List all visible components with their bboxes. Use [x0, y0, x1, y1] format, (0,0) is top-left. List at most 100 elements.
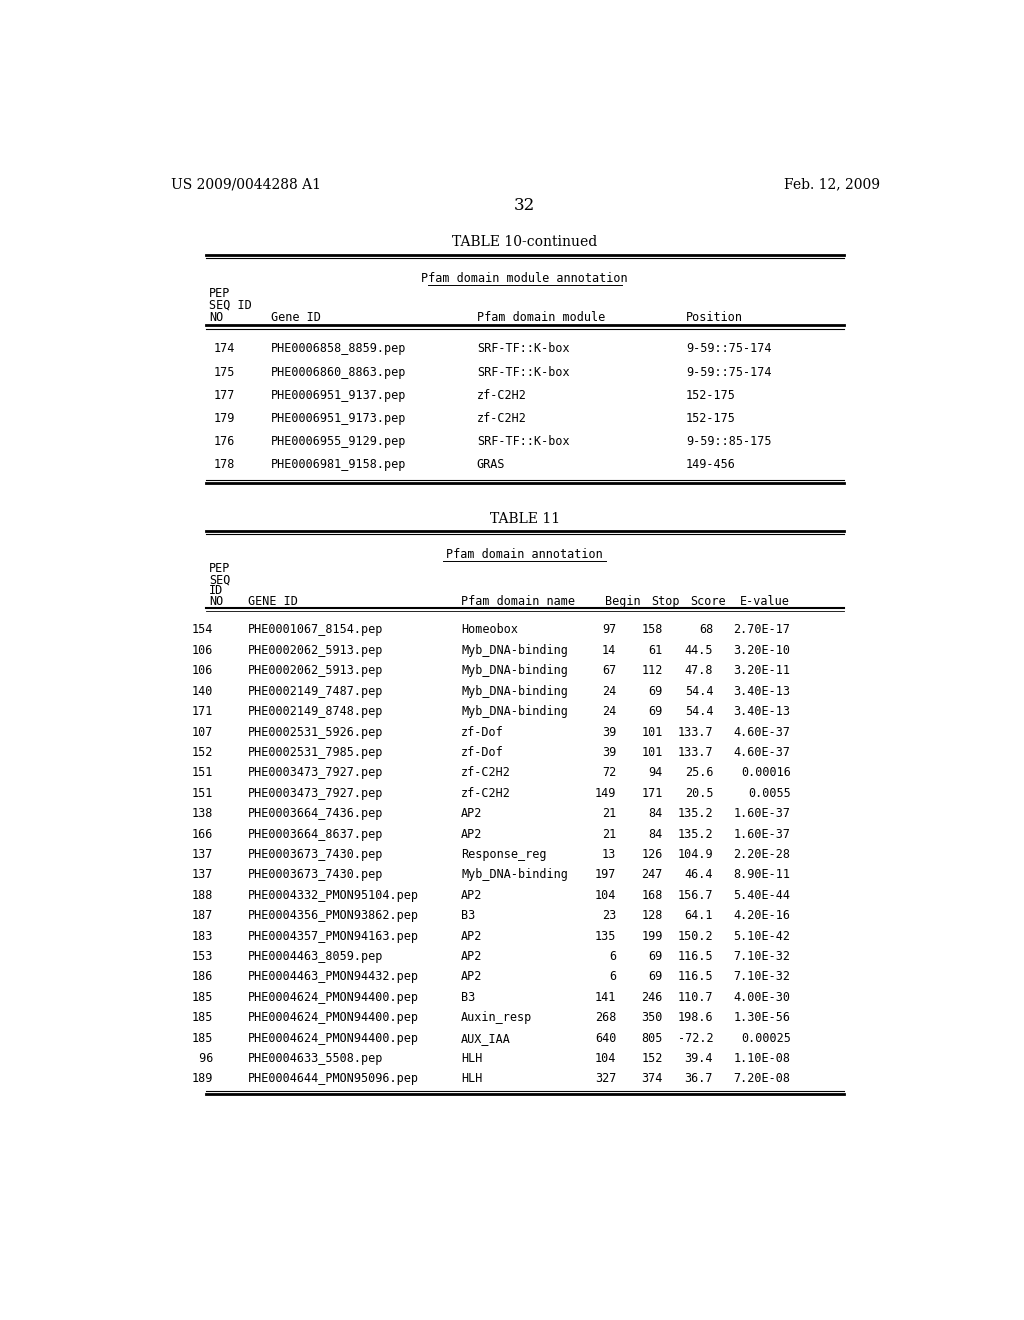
Text: HLH: HLH [461, 1052, 482, 1065]
Text: zf-Dof: zf-Dof [461, 726, 504, 738]
Text: 3.40E-13: 3.40E-13 [733, 705, 791, 718]
Text: 1.30E-56: 1.30E-56 [733, 1011, 791, 1024]
Text: 187: 187 [191, 909, 213, 923]
Text: 1.60E-37: 1.60E-37 [733, 828, 791, 841]
Text: 185: 185 [191, 991, 213, 1003]
Text: 2.20E-28: 2.20E-28 [733, 847, 791, 861]
Text: 7.20E-08: 7.20E-08 [733, 1072, 791, 1085]
Text: 152-175: 152-175 [686, 412, 736, 425]
Text: 1.10E-08: 1.10E-08 [733, 1052, 791, 1065]
Text: 36.7: 36.7 [685, 1072, 713, 1085]
Text: PHE0004624_PMON94400.pep: PHE0004624_PMON94400.pep [248, 1032, 419, 1044]
Text: AP2: AP2 [461, 970, 482, 983]
Text: 0.00016: 0.00016 [740, 767, 791, 779]
Text: 5.40E-44: 5.40E-44 [733, 888, 791, 902]
Text: 101: 101 [641, 746, 663, 759]
Text: 4.60E-37: 4.60E-37 [733, 726, 791, 738]
Text: 154: 154 [191, 623, 213, 636]
Text: 3.40E-13: 3.40E-13 [733, 685, 791, 698]
Text: Pfam domain name: Pfam domain name [461, 595, 575, 609]
Text: 4.60E-37: 4.60E-37 [733, 746, 791, 759]
Text: 6: 6 [609, 970, 616, 983]
Text: 84: 84 [648, 828, 663, 841]
Text: 197: 197 [595, 869, 616, 882]
Text: PHE0006981_9158.pep: PHE0006981_9158.pep [271, 458, 407, 471]
Text: 1.60E-37: 1.60E-37 [733, 807, 791, 820]
Text: 54.4: 54.4 [685, 705, 713, 718]
Text: 14: 14 [602, 644, 616, 657]
Text: -72.2: -72.2 [678, 1032, 713, 1044]
Text: PHE0006955_9129.pep: PHE0006955_9129.pep [271, 434, 407, 447]
Text: 69: 69 [648, 950, 663, 964]
Text: 69: 69 [648, 705, 663, 718]
Text: 39.4: 39.4 [685, 1052, 713, 1065]
Text: 153: 153 [191, 950, 213, 964]
Text: 168: 168 [641, 888, 663, 902]
Text: 158: 158 [641, 623, 663, 636]
Text: PHE0006860_8863.pep: PHE0006860_8863.pep [271, 366, 407, 379]
Text: Myb_DNA-binding: Myb_DNA-binding [461, 705, 568, 718]
Text: 32: 32 [514, 197, 536, 214]
Text: PHE0006951_9173.pep: PHE0006951_9173.pep [271, 412, 407, 425]
Text: PHE0004644_PMON95096.pep: PHE0004644_PMON95096.pep [248, 1072, 419, 1085]
Text: 94: 94 [648, 767, 663, 779]
Text: 3.20E-11: 3.20E-11 [733, 664, 791, 677]
Text: AP2: AP2 [461, 807, 482, 820]
Text: 151: 151 [191, 767, 213, 779]
Text: TABLE 10-continued: TABLE 10-continued [453, 235, 597, 249]
Text: 39: 39 [602, 726, 616, 738]
Text: 186: 186 [191, 970, 213, 983]
Text: Myb_DNA-binding: Myb_DNA-binding [461, 685, 568, 698]
Text: 7.10E-32: 7.10E-32 [733, 950, 791, 964]
Text: PHE0002531_5926.pep: PHE0002531_5926.pep [248, 726, 384, 738]
Text: 116.5: 116.5 [678, 950, 713, 964]
Text: 140: 140 [191, 685, 213, 698]
Text: 268: 268 [595, 1011, 616, 1024]
Text: AP2: AP2 [461, 950, 482, 964]
Text: 185: 185 [191, 1032, 213, 1044]
Text: 104: 104 [595, 1052, 616, 1065]
Text: 104: 104 [595, 888, 616, 902]
Text: 156.7: 156.7 [678, 888, 713, 902]
Text: 128: 128 [641, 909, 663, 923]
Text: 133.7: 133.7 [678, 746, 713, 759]
Text: 69: 69 [648, 685, 663, 698]
Text: 2.70E-17: 2.70E-17 [733, 623, 791, 636]
Text: 9-59::75-174: 9-59::75-174 [686, 342, 771, 355]
Text: PHE0004463_PMON94432.pep: PHE0004463_PMON94432.pep [248, 970, 419, 983]
Text: Stop: Stop [651, 595, 680, 609]
Text: PHE0003673_7430.pep: PHE0003673_7430.pep [248, 869, 384, 882]
Text: SRF-TF::K-box: SRF-TF::K-box [477, 434, 569, 447]
Text: Myb_DNA-binding: Myb_DNA-binding [461, 664, 568, 677]
Text: 189: 189 [191, 1072, 213, 1085]
Text: 106: 106 [191, 644, 213, 657]
Text: 3.20E-10: 3.20E-10 [733, 644, 791, 657]
Text: 176: 176 [213, 434, 234, 447]
Text: SEQ ID: SEQ ID [209, 298, 252, 312]
Text: 72: 72 [602, 767, 616, 779]
Text: 179: 179 [213, 412, 234, 425]
Text: AUX_IAA: AUX_IAA [461, 1032, 511, 1044]
Text: 21: 21 [602, 807, 616, 820]
Text: 104.9: 104.9 [678, 847, 713, 861]
Text: NO: NO [209, 312, 223, 323]
Text: Response_reg: Response_reg [461, 847, 547, 861]
Text: B3: B3 [461, 909, 475, 923]
Text: PHE0001067_8154.pep: PHE0001067_8154.pep [248, 623, 384, 636]
Text: SRF-TF::K-box: SRF-TF::K-box [477, 366, 569, 379]
Text: 107: 107 [191, 726, 213, 738]
Text: 183: 183 [191, 929, 213, 942]
Text: 185: 185 [191, 1011, 213, 1024]
Text: 24: 24 [602, 705, 616, 718]
Text: 25.6: 25.6 [685, 767, 713, 779]
Text: 137: 137 [191, 869, 213, 882]
Text: 126: 126 [641, 847, 663, 861]
Text: PHE0003473_7927.pep: PHE0003473_7927.pep [248, 787, 384, 800]
Text: 23: 23 [602, 909, 616, 923]
Text: 112: 112 [641, 664, 663, 677]
Text: SRF-TF::K-box: SRF-TF::K-box [477, 342, 569, 355]
Text: PHE0004624_PMON94400.pep: PHE0004624_PMON94400.pep [248, 1011, 419, 1024]
Text: 174: 174 [213, 342, 234, 355]
Text: PHE0004624_PMON94400.pep: PHE0004624_PMON94400.pep [248, 991, 419, 1003]
Text: PHE0003473_7927.pep: PHE0003473_7927.pep [248, 767, 384, 779]
